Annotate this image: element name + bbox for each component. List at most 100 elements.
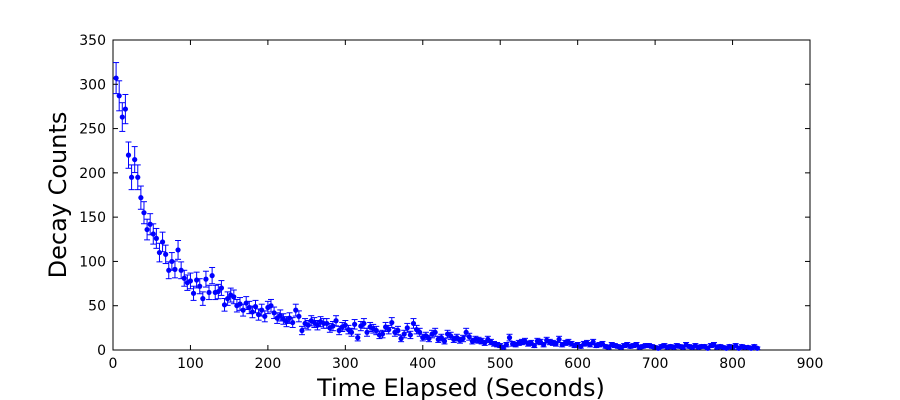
point-marker: [141, 210, 147, 216]
data-point: [144, 218, 151, 241]
point-marker: [379, 331, 386, 337]
point-marker: [119, 114, 125, 120]
point-marker: [296, 313, 302, 319]
point-marker: [386, 327, 392, 333]
point-marker: [404, 325, 410, 331]
point-marker: [389, 319, 395, 326]
point-marker: [407, 332, 413, 338]
y-tick-label: 0: [97, 343, 106, 359]
point-marker: [200, 296, 206, 302]
data-point: [153, 227, 160, 249]
data-point: [425, 334, 432, 343]
data-series: [113, 62, 761, 351]
y-tick-label: 250: [79, 122, 106, 138]
x-tick-label: 700: [642, 356, 669, 372]
point-marker: [463, 329, 469, 335]
point-marker: [125, 152, 132, 158]
point-marker: [432, 329, 438, 335]
x-tick-label: 200: [255, 356, 282, 372]
point-marker: [116, 93, 122, 99]
data-point: [193, 271, 200, 289]
data-point: [125, 141, 132, 169]
data-point: [209, 266, 216, 285]
point-marker: [361, 320, 367, 327]
data-point: [342, 320, 349, 331]
data-point: [298, 325, 305, 336]
data-point: [441, 337, 448, 345]
point-marker: [218, 285, 225, 291]
point-marker: [150, 231, 156, 237]
data-point: [379, 329, 386, 339]
data-point: [159, 231, 166, 253]
point-marker: [187, 278, 194, 284]
point-marker: [197, 283, 203, 289]
data-point: [137, 185, 144, 210]
data-point: [224, 291, 231, 306]
data-point: [394, 325, 401, 336]
point-marker: [231, 294, 237, 300]
y-tick-label: 300: [79, 77, 106, 93]
data-point: [385, 324, 392, 335]
point-marker: [240, 307, 246, 313]
point-marker: [147, 221, 153, 227]
data-point: [122, 93, 129, 125]
point-marker: [132, 156, 138, 163]
data-point: [726, 343, 733, 350]
point-marker: [156, 249, 163, 256]
data-point: [295, 310, 302, 323]
point-marker: [503, 342, 510, 348]
point-marker: [153, 235, 159, 241]
x-tick-label: 300: [332, 356, 359, 372]
data-point: [367, 321, 374, 332]
point-marker: [225, 296, 231, 302]
point-marker: [252, 304, 259, 310]
point-marker: [135, 174, 141, 180]
point-marker: [754, 345, 760, 351]
x-tick-label: 100: [177, 356, 204, 372]
point-marker: [324, 320, 330, 327]
data-point: [128, 164, 135, 191]
point-marker: [417, 329, 423, 335]
x-axis-title: Time Elapsed (Seconds): [316, 374, 605, 400]
point-marker: [333, 318, 339, 324]
point-marker: [169, 258, 175, 265]
point-marker: [271, 310, 277, 316]
point-marker: [190, 290, 197, 296]
point-marker: [364, 329, 370, 335]
data-point: [754, 345, 761, 351]
data-point: [199, 291, 206, 306]
data-point: [181, 269, 188, 287]
x-tick-label: 500: [487, 356, 514, 372]
data-point: [227, 287, 234, 303]
point-marker: [441, 338, 448, 344]
y-tick-label: 200: [79, 166, 106, 182]
data-point: [150, 223, 157, 245]
data-point: [113, 62, 120, 95]
point-marker: [342, 322, 348, 328]
point-marker: [209, 273, 215, 279]
x-tick-label: 400: [409, 356, 436, 372]
data-point: [187, 272, 194, 290]
point-marker: [249, 309, 255, 315]
data-point: [509, 340, 516, 347]
y-axis-title: Decay Counts: [44, 112, 72, 279]
data-point: [162, 244, 169, 265]
point-marker: [215, 288, 221, 295]
y-tick-label: 50: [88, 299, 106, 315]
point-marker: [330, 323, 336, 329]
point-marker: [286, 315, 293, 321]
point-marker: [159, 239, 166, 245]
data-point: [218, 280, 225, 296]
point-marker: [163, 251, 169, 257]
data-point: [506, 333, 513, 342]
data-point: [190, 285, 197, 301]
point-marker: [410, 320, 417, 327]
data-point: [481, 339, 488, 346]
data-point: [140, 201, 147, 225]
data-point: [215, 283, 222, 300]
point-marker: [426, 335, 432, 342]
data-point: [184, 274, 191, 291]
data-point: [116, 80, 123, 112]
data-point: [401, 329, 408, 339]
point-marker: [482, 340, 488, 346]
